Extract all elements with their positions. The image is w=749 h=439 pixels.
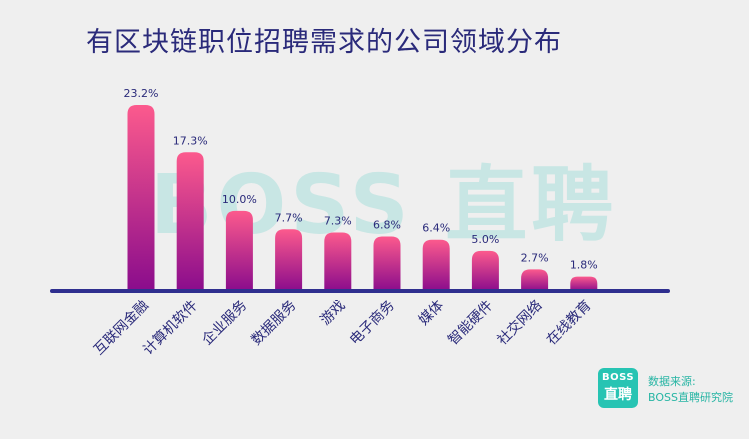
data-source: 数据来源: BOSS直聘研究院 xyxy=(648,374,733,406)
category-label-4: 游戏 xyxy=(318,298,349,329)
bar-0 xyxy=(127,105,155,291)
category-label-3: 数据服务 xyxy=(249,298,300,349)
logo-text-boss: BOSS xyxy=(601,372,635,383)
logo-text-zhipin: 直聘 xyxy=(604,387,632,403)
bar-4 xyxy=(324,232,352,291)
value-label-1: 17.3% xyxy=(173,134,208,147)
bar-5 xyxy=(373,236,401,291)
value-label-5: 6.8% xyxy=(373,218,401,231)
bar-2 xyxy=(225,210,253,291)
bar-1 xyxy=(176,152,204,291)
labels-group: 23.2%互联网金融17.3%计算机软件10.0%企业服务7.7%数据服务7.3… xyxy=(91,87,598,358)
category-label-7: 智能硬件 xyxy=(445,298,496,349)
value-label-8: 2.7% xyxy=(521,251,549,264)
value-label-4: 7.3% xyxy=(324,214,352,227)
category-label-5: 电子商务 xyxy=(347,298,398,349)
value-label-6: 6.4% xyxy=(422,222,450,235)
boss-logo: BOSS 直聘 xyxy=(598,368,638,408)
bar-8 xyxy=(521,269,549,291)
category-label-9: 在线教育 xyxy=(544,298,595,349)
value-label-3: 7.7% xyxy=(275,211,303,224)
data-source-value: BOSS直聘研究院 xyxy=(648,391,733,404)
value-label-0: 23.2% xyxy=(124,87,159,100)
category-label-2: 企业服务 xyxy=(199,297,251,349)
bar-6 xyxy=(422,239,450,291)
value-label-2: 10.0% xyxy=(222,193,257,206)
category-label-8: 社交网络 xyxy=(494,297,546,349)
bar-7 xyxy=(471,250,499,291)
value-label-9: 1.8% xyxy=(570,259,598,272)
category-label-6: 媒体 xyxy=(416,298,447,329)
chart-title: 有区块链职位招聘需求的公司领域分布 xyxy=(86,27,562,58)
data-source-label: 数据来源: xyxy=(648,375,696,388)
bar-9 xyxy=(570,276,598,291)
bar-3 xyxy=(275,229,303,291)
value-label-7: 5.0% xyxy=(471,233,499,246)
bars-group xyxy=(127,105,598,291)
